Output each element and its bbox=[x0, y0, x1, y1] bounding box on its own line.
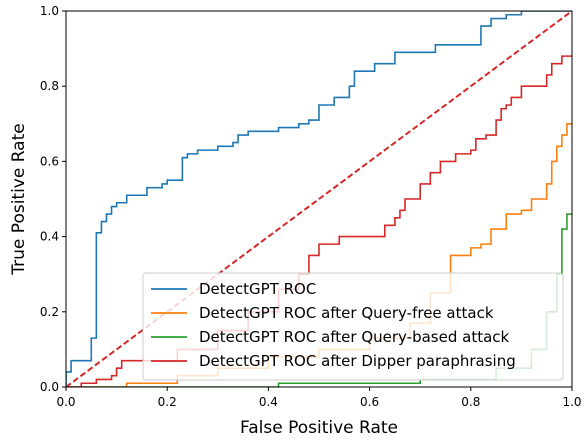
y-tick-label: 0.6 bbox=[40, 154, 59, 168]
x-tick-label: 0.4 bbox=[259, 395, 278, 409]
x-tick-label: 0.0 bbox=[56, 395, 75, 409]
y-tick-label: 1.0 bbox=[40, 4, 59, 18]
y-tick-label: 0.4 bbox=[40, 230, 59, 244]
y-tick-label: 0.2 bbox=[40, 305, 59, 319]
roc-line bbox=[66, 11, 572, 387]
legend-label: DetectGPT ROC after Dipper paraphrasing bbox=[199, 352, 516, 370]
legend-box bbox=[142, 272, 564, 381]
diagonal-line bbox=[66, 11, 572, 387]
y-axis-label: True Positive Rate bbox=[9, 123, 29, 275]
y-tick-label: 0.8 bbox=[40, 79, 59, 93]
x-tick-label: 0.2 bbox=[158, 395, 177, 409]
plot-frame bbox=[65, 10, 573, 388]
x-tick-label: 0.6 bbox=[360, 395, 379, 409]
x-axis-label: False Positive Rate bbox=[240, 418, 398, 438]
legend-label: DetectGPT ROC bbox=[199, 280, 316, 298]
x-tick-label: 0.8 bbox=[461, 395, 480, 409]
y-tick-label: 0.0 bbox=[40, 380, 59, 394]
legend-label: DetectGPT ROC after Query-free attack bbox=[199, 304, 494, 322]
legend-label: DetectGPT ROC after Query-based attack bbox=[199, 328, 510, 346]
x-tick-label: 1.0 bbox=[562, 395, 581, 409]
